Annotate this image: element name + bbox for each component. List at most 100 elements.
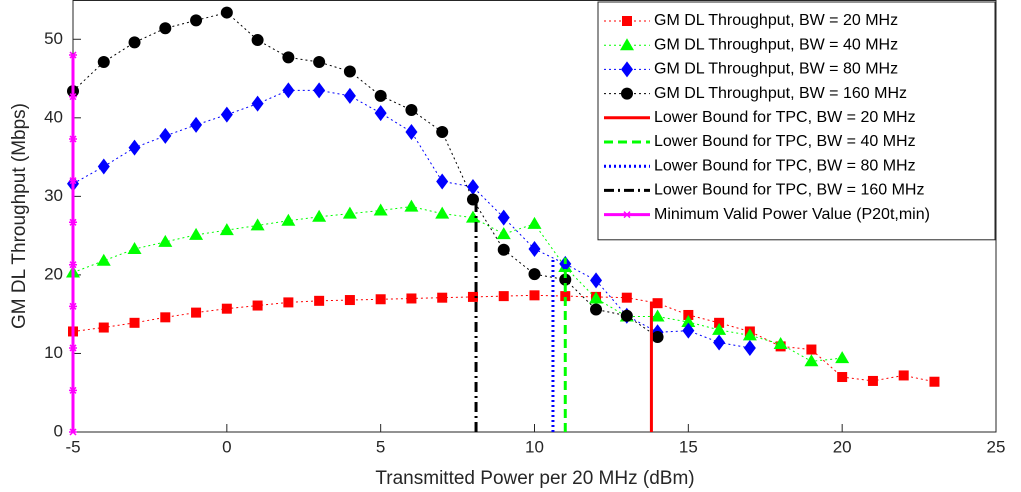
y-tick-label: 50	[44, 29, 63, 48]
legend-label: GM DL Throughput, BW = 40 MHz	[654, 36, 898, 53]
y-tick-label: 30	[44, 186, 63, 205]
marker	[313, 82, 326, 99]
marker	[623, 211, 631, 219]
marker	[69, 302, 77, 310]
y-tick-label: 10	[44, 343, 63, 362]
marker	[527, 216, 542, 229]
marker	[282, 51, 295, 64]
marker	[220, 6, 233, 19]
legend-label: Minimum Valid Power Value (P20t,min)	[654, 206, 930, 223]
marker	[496, 227, 511, 240]
marker	[713, 334, 726, 351]
marker	[621, 61, 633, 78]
marker	[404, 199, 419, 212]
marker	[220, 106, 233, 123]
marker	[898, 370, 909, 381]
y-tick-label: 0	[54, 421, 63, 440]
marker	[69, 386, 77, 394]
y-tick-label: 20	[44, 264, 63, 283]
marker	[806, 344, 817, 355]
legend-label: GM DL Throughput, BW = 80 MHz	[654, 61, 898, 78]
marker	[406, 293, 417, 304]
marker	[436, 173, 449, 190]
marker	[98, 322, 109, 333]
x-axis-label: Transmitted Power per 20 MHz (dBm)	[375, 468, 694, 489]
legend-label: GM DL Throughput, BW = 160 MHz	[654, 85, 907, 102]
marker	[160, 312, 171, 323]
marker	[127, 241, 142, 254]
marker	[343, 87, 356, 104]
marker	[405, 103, 418, 116]
marker	[867, 375, 878, 386]
marker	[190, 14, 203, 27]
legend-box	[597, 1, 996, 241]
marker	[929, 376, 940, 387]
x-tick-label: 10	[525, 437, 544, 456]
marker	[683, 309, 694, 320]
marker	[96, 253, 111, 266]
x-tick-label: 15	[679, 437, 698, 456]
marker	[189, 227, 204, 240]
marker	[405, 123, 418, 140]
marker	[281, 213, 296, 226]
marker	[682, 322, 695, 339]
marker	[650, 309, 665, 322]
marker	[97, 56, 110, 69]
marker	[621, 292, 632, 303]
x-tick-label: 20	[833, 437, 852, 456]
marker	[97, 158, 110, 175]
series-line	[72, 12, 658, 338]
marker	[528, 240, 541, 257]
marker	[69, 218, 77, 226]
marker	[622, 16, 632, 26]
marker	[589, 291, 604, 304]
x-tick-label: 0	[222, 437, 231, 456]
marker	[69, 261, 77, 269]
marker	[528, 268, 541, 281]
marker	[373, 203, 388, 216]
marker	[69, 428, 77, 436]
marker	[651, 330, 664, 343]
marker	[498, 291, 509, 302]
y-tick-label: 40	[44, 107, 63, 126]
marker	[312, 209, 327, 222]
legend-label: Lower Bound for TPC, BW = 40 MHz	[654, 133, 916, 150]
marker	[69, 344, 77, 352]
marker	[344, 295, 355, 306]
marker	[69, 177, 77, 185]
marker	[714, 317, 725, 328]
marker	[219, 223, 234, 236]
x-tick-label: 5	[376, 437, 385, 456]
marker	[343, 65, 356, 78]
marker	[128, 36, 141, 49]
marker	[743, 339, 756, 356]
marker	[742, 328, 757, 341]
y-axis-label: GM DL Throughput (Mbps)	[9, 103, 30, 329]
x-tick-label: 25	[987, 437, 1006, 456]
legend: GM DL Throughput, BW = 20 MHz GM DL Throu…	[597, 1, 996, 241]
legend-label: GM DL Throughput, BW = 20 MHz	[654, 12, 898, 29]
marker	[559, 273, 572, 286]
marker	[529, 290, 540, 301]
marker	[835, 351, 850, 364]
marker	[69, 51, 77, 59]
marker	[560, 291, 571, 302]
marker	[221, 303, 232, 314]
x-tick-label: -5	[65, 437, 80, 456]
marker	[497, 243, 510, 256]
marker	[590, 272, 603, 289]
marker	[252, 300, 263, 311]
marker	[282, 82, 295, 99]
marker	[69, 135, 77, 143]
marker	[250, 218, 265, 231]
marker	[374, 89, 387, 102]
legend-label: Lower Bound for TPC, BW = 20 MHz	[654, 109, 916, 126]
marker	[497, 209, 510, 226]
marker	[251, 34, 264, 47]
marker	[681, 315, 696, 328]
marker	[620, 309, 633, 322]
marker	[128, 139, 141, 156]
marker	[375, 294, 386, 305]
marker	[620, 38, 634, 51]
